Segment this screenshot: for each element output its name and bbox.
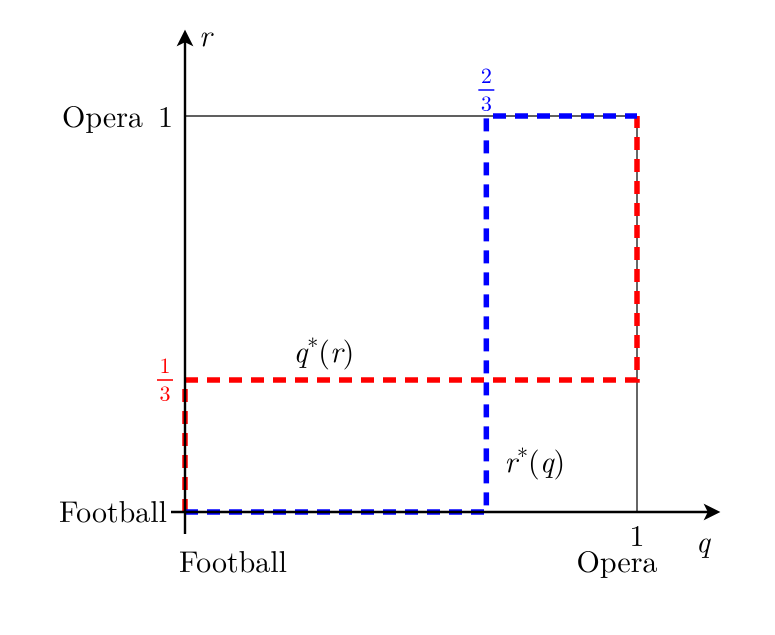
svg-text:3: 3 (481, 87, 492, 118)
y-axis-label: r (199, 12, 214, 55)
q-star-curve (185, 116, 637, 512)
x-axis-category-0: Football (179, 538, 287, 581)
x-axis-label: q (696, 518, 711, 561)
svg-text:r*(q): r*(q) (504, 438, 565, 481)
tick-y-1: 1 (158, 93, 173, 136)
threshold-label-one-third: 1 3 (157, 349, 173, 408)
svg-text:3: 3 (159, 377, 170, 408)
svg-text:2: 2 (481, 59, 492, 90)
y-axis-category-1: Opera (62, 93, 143, 136)
x-axis-category-1: Opera (577, 538, 658, 581)
r-star-label: r*(q) (504, 438, 565, 481)
q-star-label: q*(r) (293, 328, 354, 371)
svg-text:1: 1 (159, 349, 170, 380)
y-axis-category-0: Football (59, 488, 167, 531)
threshold-label-two-thirds: 2 3 (478, 59, 494, 118)
r-star-curve (185, 116, 637, 512)
svg-text:q*(r): q*(r) (293, 328, 354, 371)
